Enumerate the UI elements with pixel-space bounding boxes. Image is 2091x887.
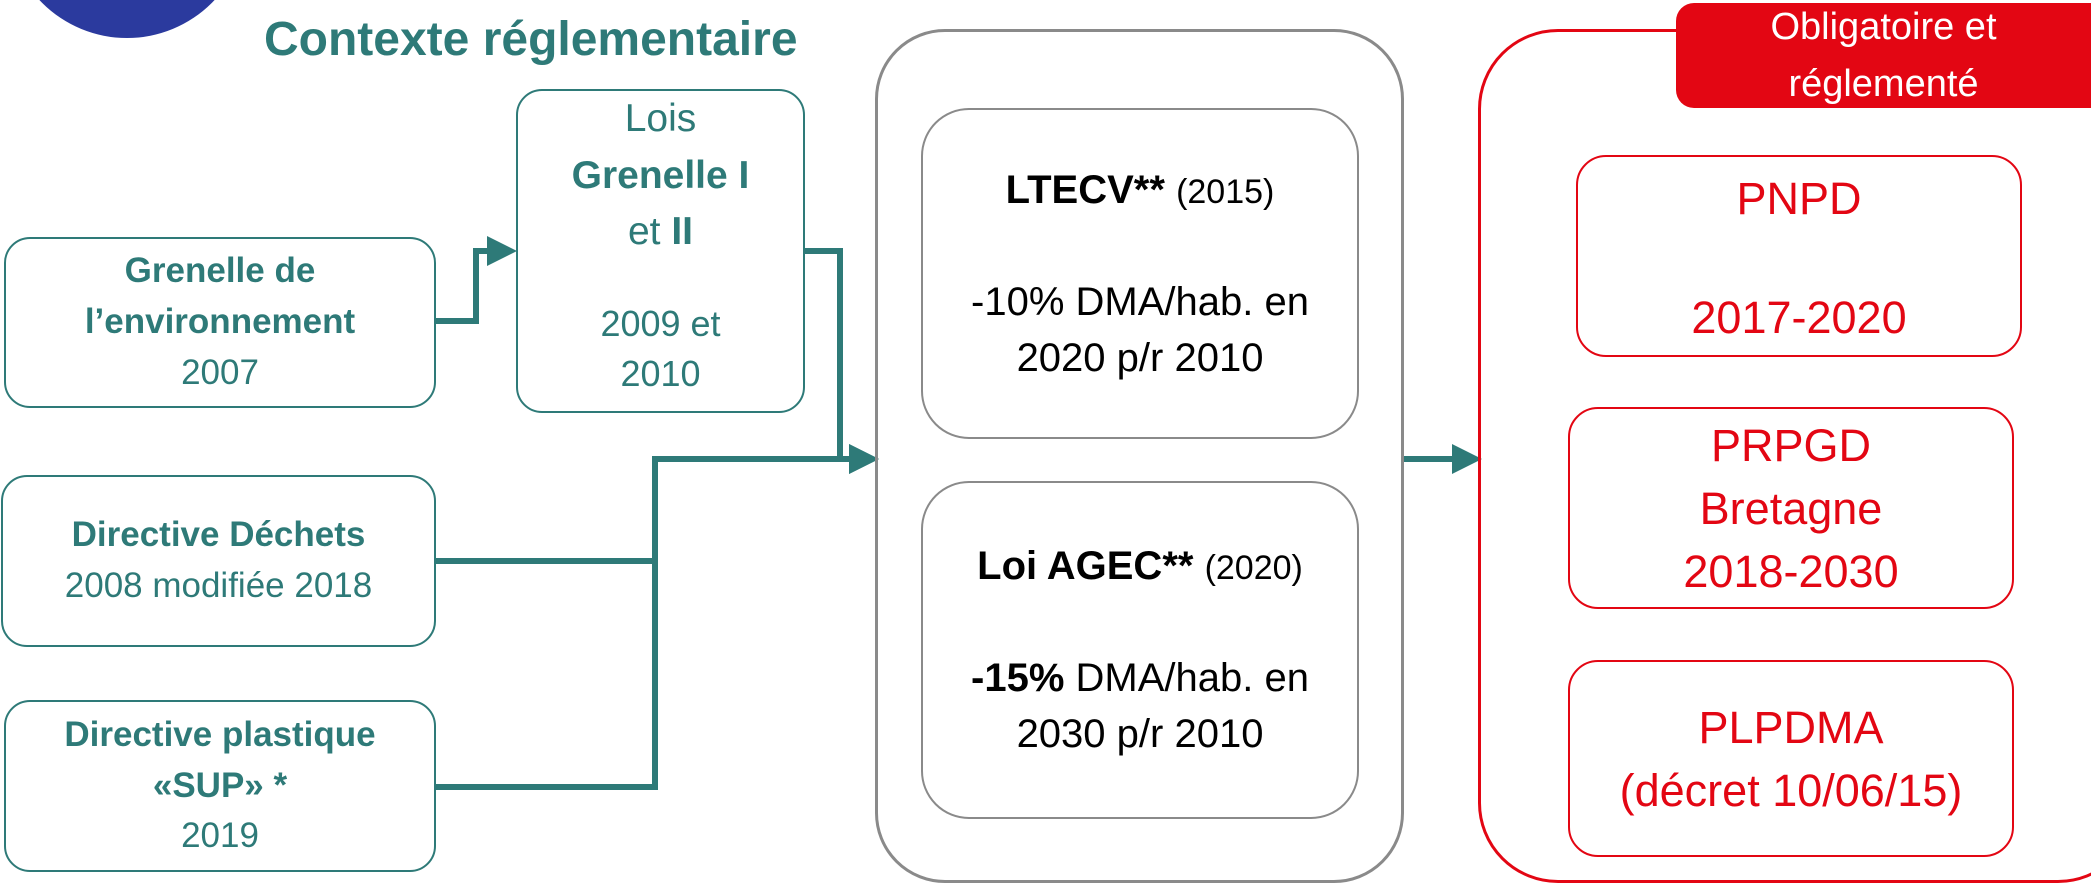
source-year: 2019 (181, 816, 259, 856)
law-name: Loi AGEC** (977, 544, 1194, 588)
laws-line: Grenelle I (571, 153, 750, 197)
plan-name: PRPGD Bretagne (1699, 419, 1883, 534)
law-target: -15% DMA/hab. en 2030 p/r 2010 (960, 650, 1320, 762)
source-box: Directive plastique «SUP» * 2019 (4, 700, 436, 872)
law-name: LTECV** (1005, 167, 1165, 212)
mandatory-tag: Obligatoire et réglementé (1676, 3, 2091, 108)
laws-text: II (671, 210, 694, 254)
source-name: Directive Déchets (71, 515, 366, 555)
law-box: LTECV** (2015) -10% DMA/hab. en 2020 p/r… (921, 108, 1359, 439)
law-box: Loi AGEC** (2020) -15% DMA/hab. en 2030 … (921, 481, 1359, 819)
laws-line: Lois (624, 97, 697, 140)
arrow (805, 248, 879, 474)
source-year: 2007 (181, 352, 259, 392)
plan-box: PNPD 2017-2020 (1576, 155, 2022, 357)
law-target-bold: -15% (971, 656, 1065, 700)
plan-detail: 2017-2020 (1691, 292, 1907, 343)
plan-box: PLPDMA (décret 10/06/15) (1568, 660, 2014, 857)
source-name: Grenelle de l’environnement (84, 251, 356, 342)
law-head: LTECV** (2015) (1006, 162, 1275, 218)
law-target: -10% DMA/hab. en 2020 p/r 2010 (971, 279, 1309, 380)
source-name: Directive plastique «SUP» * (64, 714, 376, 805)
plan-detail: (décret 10/06/15) (1619, 764, 1963, 816)
logo (39, 0, 215, 38)
laws-line: et II (628, 204, 693, 261)
plan-name: PNPD (1736, 173, 1862, 224)
title: Contexte réglementaire (264, 13, 798, 66)
arrow (436, 444, 879, 790)
laws-box: Lois Grenelle I et II 2009 et 2010 (516, 89, 805, 413)
law-target-text: DMA/hab. en 2030 p/r 2010 (1016, 656, 1309, 756)
plan-box: PRPGD Bretagne 2018-2030 (1568, 407, 2014, 609)
arrow (436, 236, 517, 324)
law-head: Loi AGEC** (2020) (977, 538, 1303, 594)
tag-text: Obligatoire et réglementé (1770, 5, 1997, 105)
source-box: Grenelle de l’environnement 2007 (4, 237, 436, 408)
laws-years: 2009 et 2010 (600, 302, 721, 395)
source-box: Directive Déchets 2008 modifiée 2018 (1, 475, 436, 647)
plan-detail: 2018-2030 (1683, 545, 1899, 597)
national-frame (875, 29, 1404, 883)
source-year: 2008 modifiée 2018 (64, 566, 373, 605)
laws-text: et (627, 210, 661, 254)
plan-name: PLPDMA (1698, 701, 1884, 753)
law-year: (2015) (1176, 172, 1275, 211)
law-year: (2020) (1204, 549, 1303, 587)
